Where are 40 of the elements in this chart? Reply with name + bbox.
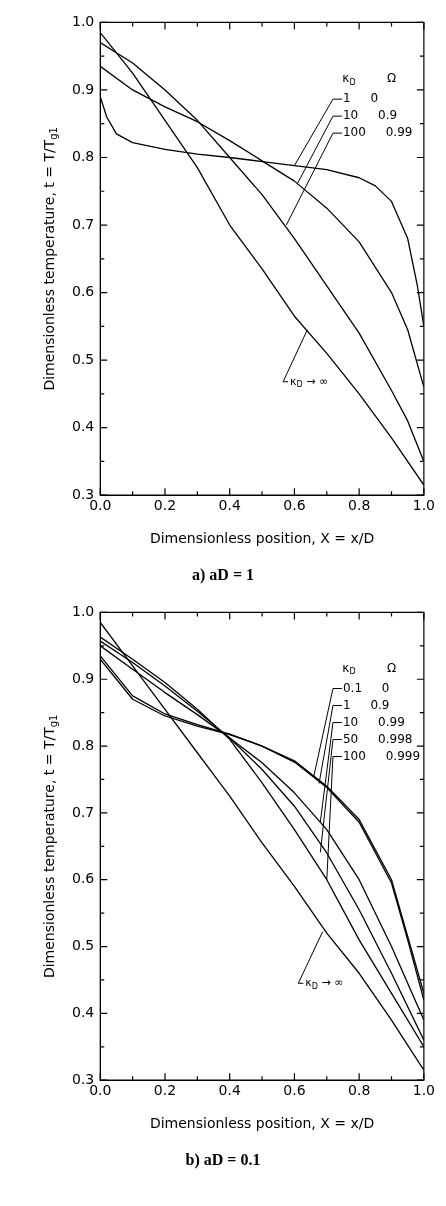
y-tick-label: 0.7 <box>72 215 95 232</box>
x-tick-label: 1.0 <box>412 497 435 514</box>
y-tick-label: 0.6 <box>72 283 95 300</box>
y-tick-label: 0.8 <box>72 148 95 165</box>
x-axis-title: Dimensionless position, X = x/D <box>149 1114 375 1131</box>
annotation: 10 0.9 <box>342 108 398 123</box>
annotation: Ω <box>386 71 397 86</box>
y-tick-label: 0.7 <box>72 803 95 820</box>
x-tick-label: 0.6 <box>283 497 306 514</box>
annotation: Ω <box>386 660 397 675</box>
y-axis-title: Dimensionless temperature, t = T/Tg1 <box>40 714 60 979</box>
x-tick-label: 0.4 <box>218 497 241 514</box>
x-tick-label: 0.4 <box>218 1082 241 1099</box>
y-axis-title: Dimensionless temperature, t = T/Tg1 <box>40 127 60 391</box>
y-tick-label: 0.4 <box>72 418 95 435</box>
x-tick-label: 0.8 <box>348 497 371 514</box>
annotation: 100 0.99 <box>342 125 413 140</box>
text: a) aD = 1 <box>191 565 255 586</box>
x-tick-label: 1.0 <box>412 1082 435 1099</box>
y-tick-label: 0.9 <box>72 669 95 686</box>
annotation: 100 0.999 <box>342 748 421 763</box>
annotation: 1 0.9 <box>342 697 390 712</box>
annotation: 0.1 0 <box>342 680 390 695</box>
y-tick-label: 0.9 <box>72 80 95 97</box>
x-tick-label: 0.8 <box>348 1082 371 1099</box>
x-axis-title: Dimensionless position, X = x/D <box>149 529 375 546</box>
y-tick-label: 0.8 <box>72 736 95 753</box>
annotation: 50 0.998 <box>342 731 413 746</box>
y-tick-label: 0.4 <box>72 1004 95 1021</box>
x-tick-label: 0.6 <box>283 1082 306 1099</box>
y-tick-label: 0.5 <box>72 350 95 367</box>
y-tick-label: 0.5 <box>72 937 95 954</box>
x-tick-label: 0.2 <box>153 1082 177 1099</box>
y-tick-label: 1.0 <box>72 603 95 620</box>
x-tick-label: 0.2 <box>153 497 177 514</box>
y-tick-label: 0.6 <box>72 870 95 887</box>
annotation: 10 0.99 <box>342 714 405 729</box>
annotation: 1 0 <box>342 91 379 106</box>
text: b) aD = 0.1 <box>184 1150 262 1171</box>
y-tick-label: 1.0 <box>72 13 95 30</box>
